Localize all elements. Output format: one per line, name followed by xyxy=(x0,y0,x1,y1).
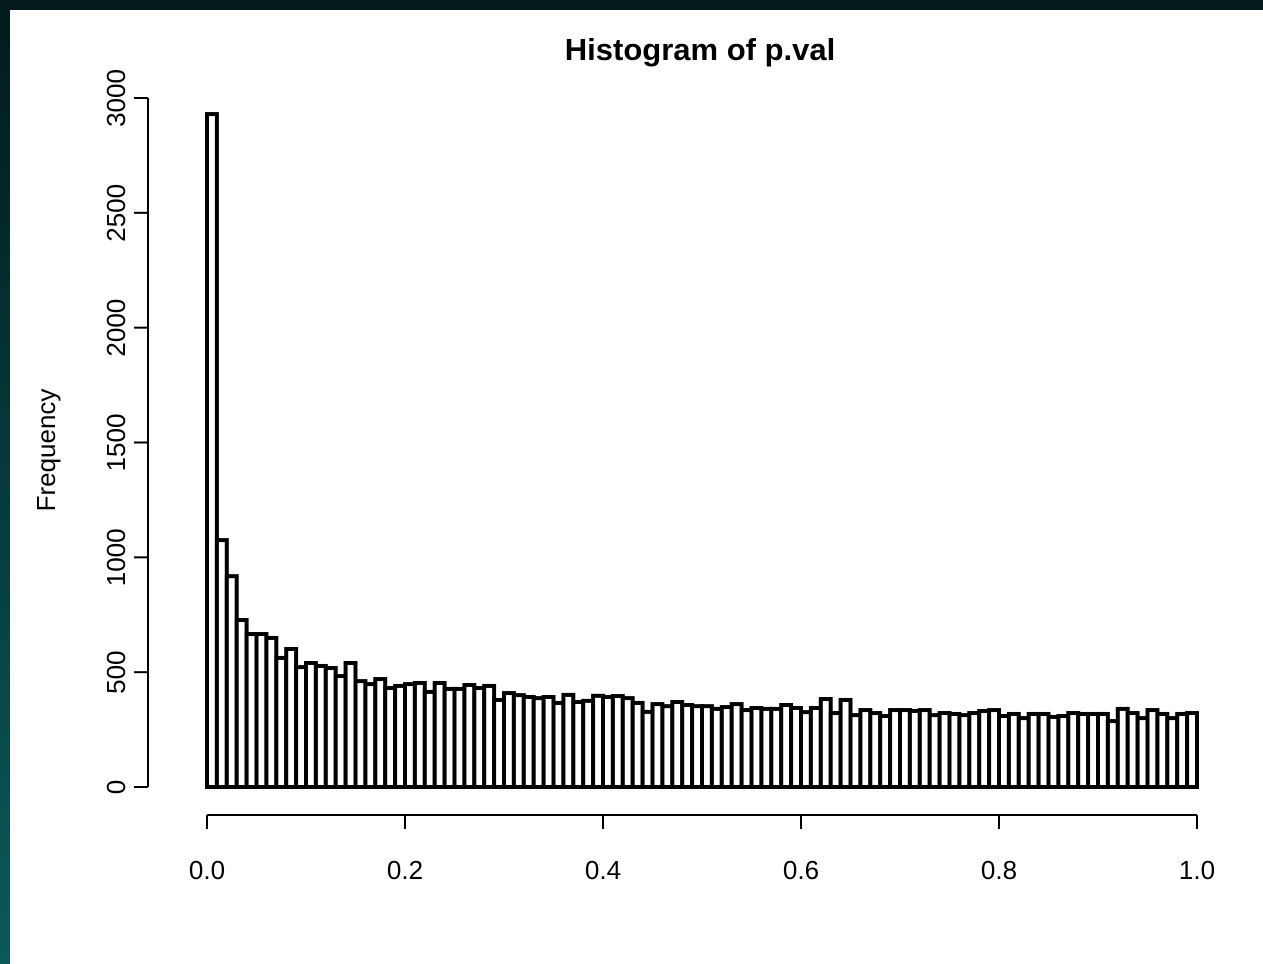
bar xyxy=(205,112,219,790)
y-tick-label: 2000 xyxy=(101,299,131,357)
y-tick-label: 1000 xyxy=(101,528,131,586)
y-tick-label: 2500 xyxy=(101,184,131,242)
x-tick-label: 1.0 xyxy=(1179,855,1215,885)
x-tick-label: 0.8 xyxy=(981,855,1017,885)
chart-title: Histogram of p.val xyxy=(565,32,835,67)
y-tick-label: 3000 xyxy=(101,69,131,127)
y-tick-label: 500 xyxy=(101,650,131,693)
bar xyxy=(1185,711,1199,790)
y-axis-label: Frequency xyxy=(31,389,61,512)
x-tick-label: 0.2 xyxy=(387,855,423,885)
x-tick-label: 0.6 xyxy=(783,855,819,885)
x-tick-label: 0.0 xyxy=(189,855,225,885)
y-tick-label: 0 xyxy=(101,780,131,794)
y-tick-label: 1500 xyxy=(101,414,131,472)
x-tick-label: 0.4 xyxy=(585,855,621,885)
plot-background xyxy=(10,10,1263,964)
